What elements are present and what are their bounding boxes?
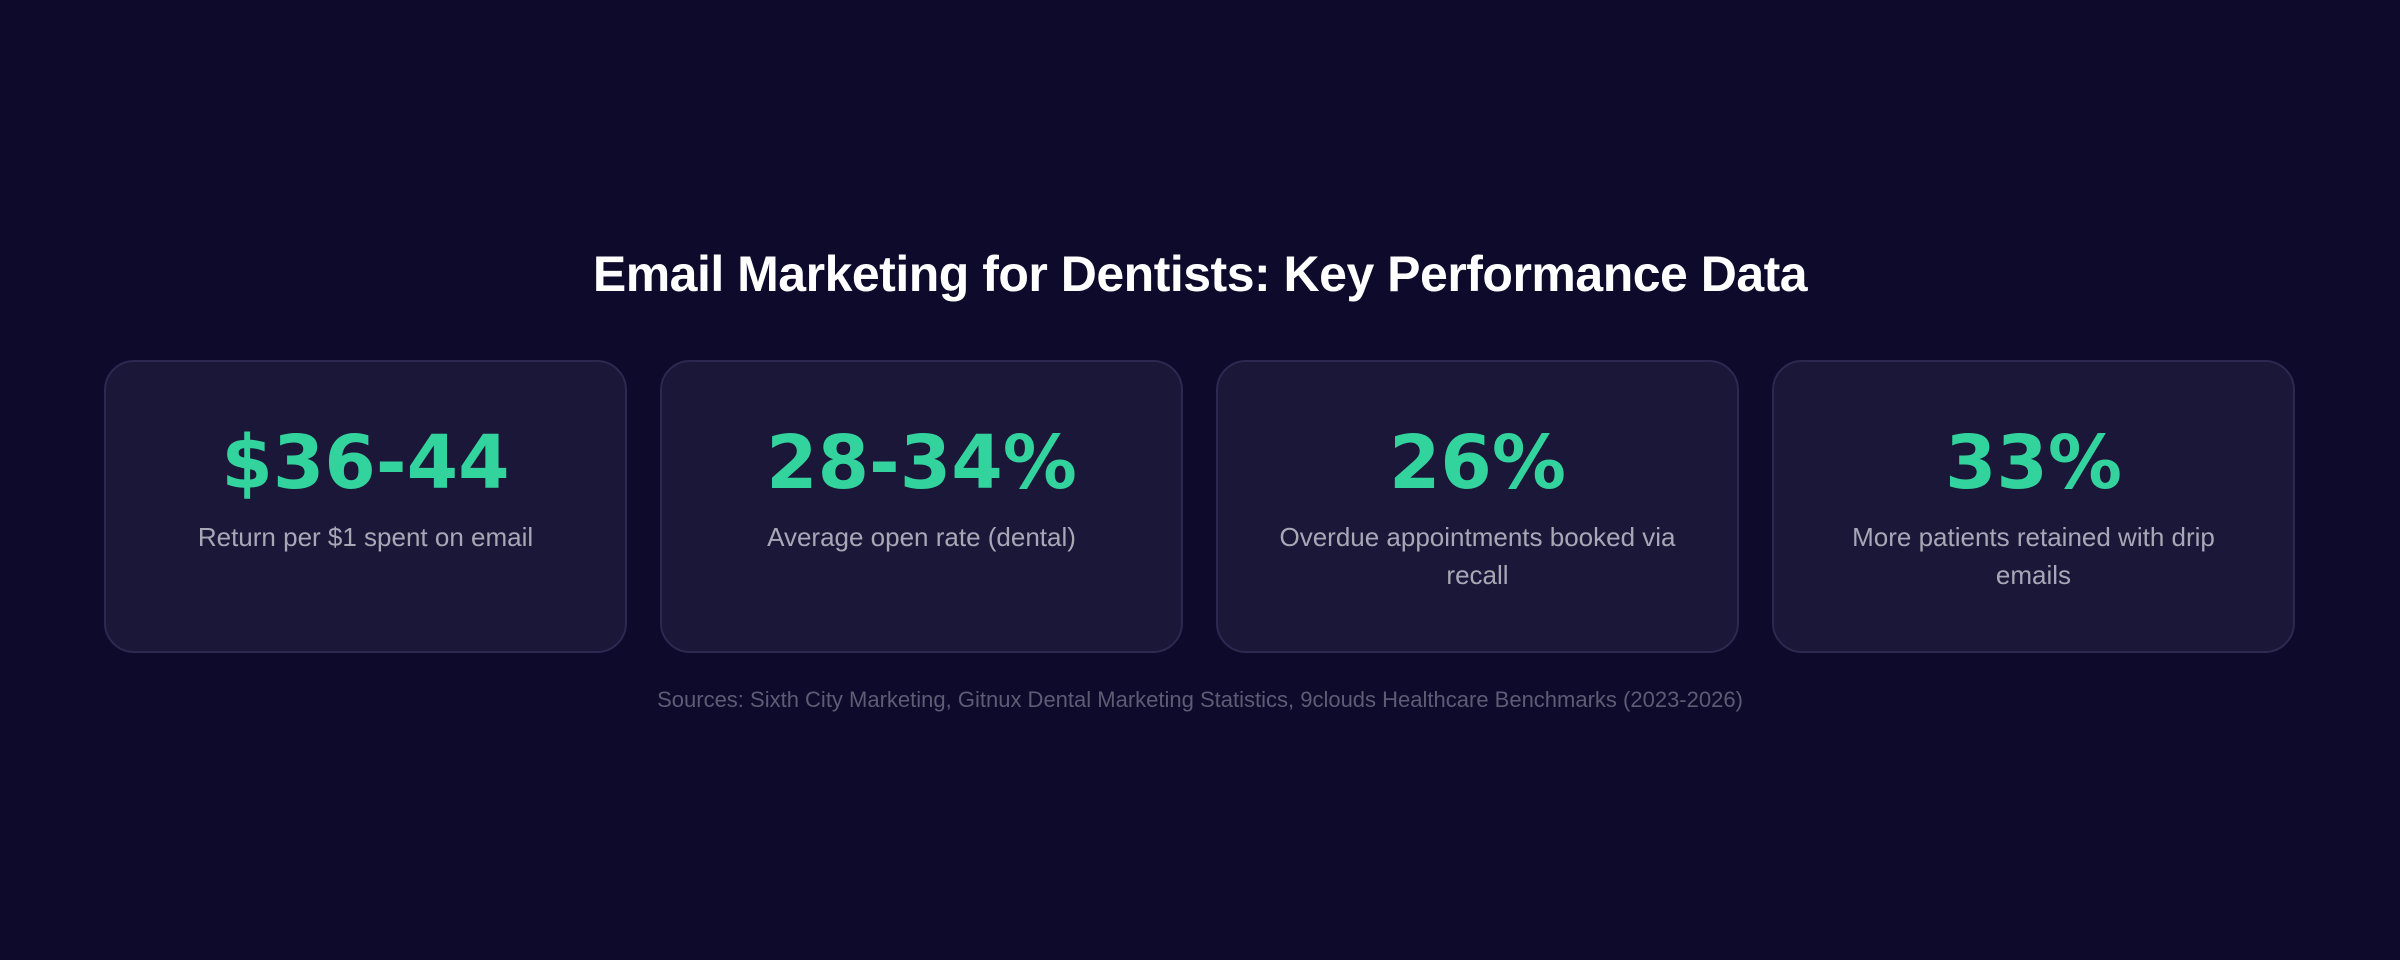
stat-value: 33% — [1944, 420, 2123, 506]
stat-label: More patients retained with drip emails — [1852, 522, 2215, 590]
stat-value: 28-34% — [766, 420, 1077, 506]
stat-label: Average open rate (dental) — [767, 522, 1076, 552]
stat-card-email-roi: $36-44 Return per $1 spent on email — [104, 360, 627, 653]
stat-value: $36-44 — [221, 420, 510, 506]
stat-card-recall-bookings: 26% Overdue appointments booked via reca… — [1216, 360, 1739, 653]
stats-cards: $36-44 Return per $1 spent on email 28-3… — [104, 360, 2296, 653]
stat-card-patient-retention: 33% More patients retained with drip ema… — [1772, 360, 2295, 653]
page-title: Email Marketing for Dentists: Key Perfor… — [592, 246, 1808, 302]
stat-card-open-rate: 28-34% Average open rate (dental) — [660, 360, 1183, 653]
stat-value: 26% — [1388, 420, 1567, 506]
stat-label: Overdue appointments booked via recall — [1279, 522, 1676, 590]
sources-footnote: Sources: Sixth City Marketing, Gitnux De… — [657, 687, 1743, 712]
stat-label: Return per $1 spent on email — [197, 522, 534, 552]
